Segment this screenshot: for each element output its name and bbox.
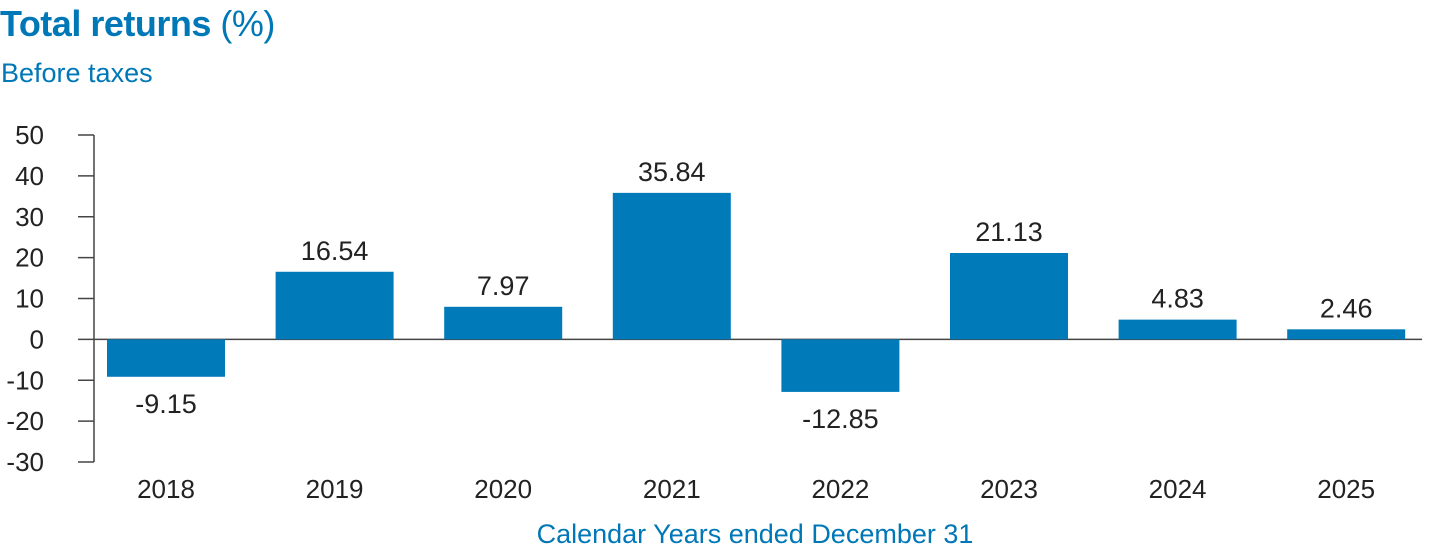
chart-title-unit: (%) (220, 3, 275, 44)
bar-2023 (950, 253, 1068, 340)
bar-2022 (781, 339, 900, 392)
bar-2025 (1287, 329, 1406, 340)
data-label-2018: -9.15 (135, 389, 197, 419)
data-labels: -9.15 16.54 7.97 35.84 -12.85 21.13 4.83 2.46 (135, 157, 1372, 434)
x-axis-title: Calendar Years ended December 31 (537, 519, 974, 549)
chart-title-main: Total returns (0, 3, 211, 44)
bar-2019 (275, 271, 394, 340)
chart-title: Total returns (%) (0, 2, 275, 46)
y-tick-label: -10 (6, 365, 44, 395)
x-tick-label-2022: 2022 (811, 474, 869, 504)
x-tick-label-2020: 2020 (474, 474, 532, 504)
data-label-2019: 16.54 (301, 236, 369, 266)
y-tick-label: -20 (6, 406, 44, 436)
x-tick-label-2018: 2018 (137, 474, 195, 504)
chart-subtitle: Before taxes (1, 58, 153, 88)
x-tick-label-2024: 2024 (1149, 474, 1207, 504)
y-tick-label: 10 (15, 284, 44, 314)
y-tick-label: 20 (15, 243, 44, 273)
bar-2024 (1118, 319, 1237, 340)
x-tick-label-2019: 2019 (306, 474, 364, 504)
x-tick-label-2025: 2025 (1317, 474, 1375, 504)
bar-2018 (107, 339, 225, 377)
data-label-2021: 35.84 (638, 157, 706, 187)
x-tick-label-2021: 2021 (643, 474, 701, 504)
bar-2021 (612, 192, 731, 340)
y-tick-label: 0 (30, 324, 44, 354)
data-label-2023: 21.13 (975, 217, 1043, 247)
bars (107, 192, 1406, 392)
x-tick-label-2023: 2023 (980, 474, 1038, 504)
y-tick-label: 50 (15, 120, 44, 150)
x-axis: 2018 2019 2020 2021 2022 2023 2024 2025 (137, 474, 1375, 504)
data-label-2025: 2.46 (1320, 293, 1373, 323)
y-tick-label: -30 (6, 447, 44, 477)
data-label-2024: 4.83 (1151, 284, 1204, 314)
bar-2020 (444, 306, 563, 340)
y-tick-label: 40 (15, 161, 44, 191)
data-label-2020: 7.97 (477, 271, 530, 301)
data-label-2022: -12.85 (802, 404, 879, 434)
y-tick-label: 30 (15, 202, 44, 232)
